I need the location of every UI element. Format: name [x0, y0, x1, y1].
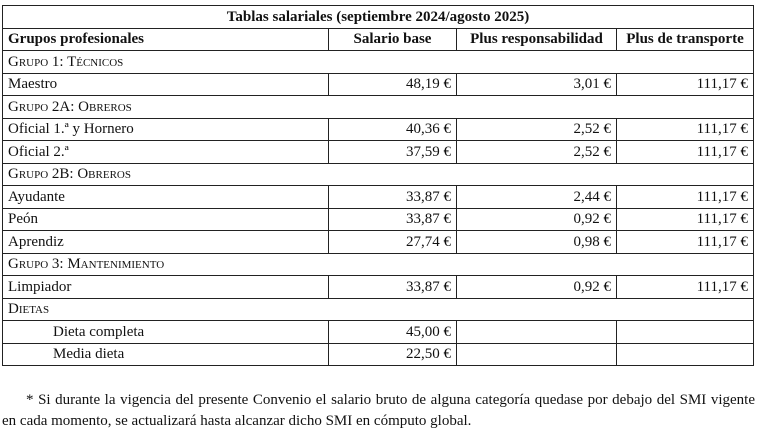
plus-responsabilidad-value: 3,01 € — [456, 72, 617, 96]
category-name: Dieta completa — [2, 320, 329, 344]
group-title: Grupo 2B: Obreros — [2, 162, 754, 186]
table-row: Maestro 48,19 €3,01 €111,17 € — [2, 72, 754, 96]
plus-responsabilidad-value: 0,92 € — [456, 207, 617, 231]
plus-transporte-value: 111,17 € — [616, 117, 754, 141]
plus-responsabilidad-value — [456, 342, 617, 366]
category-name: Aprendiz — [2, 230, 329, 254]
plus-transporte-value: 111,17 € — [616, 140, 754, 164]
footnote: * Si durante la vigencia del presente Co… — [2, 392, 755, 429]
category-name: Ayudante — [2, 185, 329, 209]
table-body: Grupo 1: Técnicos Maestro 48,19 €3,01 €111… — [2, 50, 754, 366]
salario-base-value: 40,36 € — [328, 117, 457, 141]
category-name: Oficial 2.ª — [2, 140, 329, 164]
group-row: Grupo 3: Mantenimiento — [2, 252, 754, 276]
group-row: Grupo 1: Técnicos — [2, 50, 754, 74]
category-name: Media dieta — [2, 342, 329, 366]
plus-responsabilidad-value — [456, 320, 617, 344]
group-title: Grupo 1: Técnicos — [2, 50, 754, 74]
plus-responsabilidad-value: 0,98 € — [456, 230, 617, 254]
salario-base-value: 27,74 € — [328, 230, 457, 254]
salario-base-value: 33,87 € — [328, 275, 457, 299]
group-title: Grupo 3: Mantenimiento — [2, 252, 754, 276]
plus-transporte-value — [616, 320, 754, 344]
group-title: Dietas — [2, 297, 754, 321]
table-row: Peón 33,87 €0,92 €111,17 € — [2, 207, 754, 231]
table-row: Aprendiz 27,74 €0,98 €111,17 € — [2, 230, 754, 254]
header-salario-base: Salario base — [328, 27, 457, 51]
plus-transporte-value: 111,17 € — [616, 275, 754, 299]
salario-base-value: 45,00 € — [328, 320, 457, 344]
header-plus-transporte: Plus de transporte — [616, 27, 754, 51]
table-row: Limpiador 33,87 €0,92 €111,17 € — [2, 275, 754, 299]
salario-base-value: 37,59 € — [328, 140, 457, 164]
table-row: Dieta completa 45,00 € — [2, 320, 754, 344]
category-name: Peón — [2, 207, 329, 231]
salario-base-value: 48,19 € — [328, 72, 457, 96]
group-row: Grupo 2A: Obreros — [2, 95, 754, 119]
plus-responsabilidad-value: 2,52 € — [456, 140, 617, 164]
salario-base-value: 33,87 € — [328, 207, 457, 231]
table-row: Ayudante 33,87 €2,44 €111,17 € — [2, 185, 754, 209]
group-title: Grupo 2A: Obreros — [2, 95, 754, 119]
plus-transporte-value: 111,17 € — [616, 72, 754, 96]
plus-transporte-value — [616, 342, 754, 366]
header-plus-responsabilidad: Plus responsabilidad — [456, 27, 617, 51]
plus-transporte-value: 111,17 € — [616, 230, 754, 254]
plus-transporte-value: 111,17 € — [616, 185, 754, 209]
category-name: Oficial 1.ª y Hornero — [2, 117, 329, 141]
plus-transporte-value: 111,17 € — [616, 207, 754, 231]
plus-responsabilidad-value: 2,52 € — [456, 117, 617, 141]
table-row: Oficial 2.ª 37,59 €2,52 €111,17 € — [2, 140, 754, 164]
salario-base-value: 33,87 € — [328, 185, 457, 209]
table-row: Oficial 1.ª y Hornero 40,36 €2,52 €111,17… — [2, 117, 754, 141]
salary-table: Tablas salariales (septiembre 2024/agost… — [2, 5, 754, 366]
plus-responsabilidad-value: 2,44 € — [456, 185, 617, 209]
header-grupos: Grupos profesionales — [2, 27, 329, 51]
group-row: Dietas — [2, 297, 754, 321]
group-row: Grupo 2B: Obreros — [2, 162, 754, 186]
table-title: Tablas salariales (septiembre 2024/agost… — [2, 5, 754, 29]
salario-base-value: 22,50 € — [328, 342, 457, 366]
category-name: Maestro — [2, 72, 329, 96]
header-row: Grupos profesionales Salario base Plus r… — [2, 27, 754, 51]
category-name: Limpiador — [2, 275, 329, 299]
title-row: Tablas salariales (septiembre 2024/agost… — [2, 5, 754, 29]
plus-responsabilidad-value: 0,92 € — [456, 275, 617, 299]
table-row: Media dieta 22,50 € — [2, 342, 754, 366]
